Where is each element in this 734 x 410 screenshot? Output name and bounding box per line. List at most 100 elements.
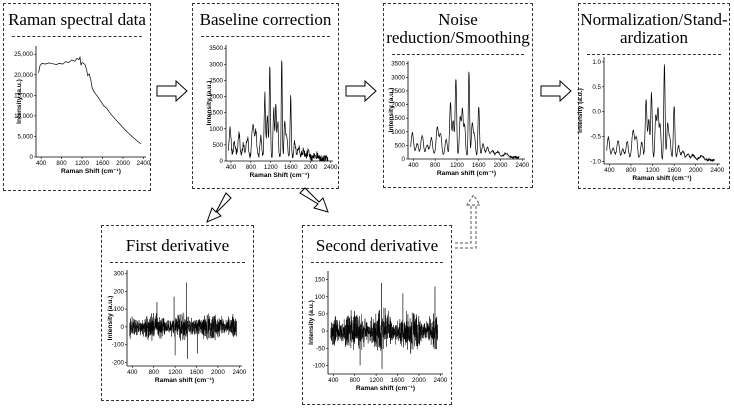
second-derivative-chart: 400 800 1200 1600 2000 2400 -100 -50 0 50 100 150 Ra… (308, 271, 448, 392)
first-derivative-chart: 400 800 1200 1600 2000 2400 -200 -100 0 100 200 300… (107, 270, 247, 384)
x-axis-label: Raman Shift (cm⁻¹) (61, 168, 121, 175)
title-divider (12, 36, 142, 37)
x-tick-label: 800 (246, 164, 257, 171)
y-tick-label: 1000 (209, 126, 223, 133)
x-tick-label: 2400 (433, 377, 447, 384)
title-divider (311, 262, 443, 263)
x-tick-label: 800 (149, 369, 160, 376)
y-tick-label: 100 (315, 294, 326, 301)
title-divider (201, 36, 330, 37)
panel-noise-reduction: Noise reduction/Smoothing 400 800 1200 1600… (383, 3, 533, 188)
y-tick-label: 300 (114, 271, 125, 278)
x-tick-label: 400 (604, 167, 615, 174)
y-tick-label: 100 (114, 306, 125, 313)
x-tick-label: 2000 (116, 160, 130, 167)
x-tick-label: 400 (127, 369, 138, 376)
panel-title-line1: Noise (438, 10, 478, 29)
panel-title-line1: Normalization/Stand- (580, 10, 728, 29)
arrow-right-icon (540, 79, 572, 103)
series-line (129, 282, 237, 359)
title-divider (110, 262, 245, 263)
arrow-down-right-icon (299, 187, 329, 213)
y-tick-label: 2500 (209, 77, 223, 84)
x-tick-label: 1200 (450, 162, 464, 169)
x-tick-label: 1600 (284, 164, 298, 171)
series-line (410, 71, 520, 160)
arrow-right-icon (345, 79, 377, 103)
y-axis-label: Intensity (a.u.) (206, 81, 213, 126)
x-tick-label: 2000 (494, 162, 508, 169)
y-tick-label: 2500 (391, 88, 405, 95)
x-tick-label: 400 (36, 160, 47, 167)
y-tick-label: 0.5 (592, 84, 601, 91)
y-tick-label: 20,000 (14, 72, 33, 79)
y-tick-label: 2000 (209, 94, 223, 101)
y-tick-label: 15,000 (14, 92, 33, 99)
x-tick-label: 1200 (646, 167, 660, 174)
y-tick-label: -100 (112, 342, 125, 349)
x-tick-label: 2400 (232, 369, 246, 376)
y-tick-label: 50 (318, 311, 325, 318)
panel-title: Second derivative (315, 236, 439, 255)
arrow-down-left-icon (206, 192, 232, 223)
x-tick-label: 2400 (324, 164, 338, 171)
panel-title-line2: reduction/Smoothing (386, 28, 530, 47)
raman-chart: 400 800 1200 1600 2000 2400 0 5,000 10,000 15,000… (14, 46, 151, 175)
x-tick-label: 1200 (264, 164, 278, 171)
y-tick-label: 0 (220, 158, 224, 165)
x-tick-label: 2400 (515, 162, 529, 169)
x-tick-label: 1600 (667, 167, 681, 174)
x-tick-label: 800 (350, 377, 361, 384)
x-tick-label: 2400 (710, 167, 724, 174)
y-tick-label: 0.0 (592, 109, 601, 116)
y-tick-label: 3500 (209, 45, 223, 52)
x-tick-label: 400 (226, 164, 237, 171)
x-tick-label: 400 (408, 162, 419, 169)
y-tick-label: 3500 (391, 61, 405, 68)
y-tick-label: -1.0 (590, 159, 601, 166)
y-tick-label: 1.0 (592, 59, 601, 66)
x-tick-label: 1600 (96, 160, 110, 167)
panel-second-derivative: Second derivative 400 800 1200 1600 2000 2400… (302, 225, 452, 405)
y-tick-label: 500 (213, 142, 224, 149)
title-divider (392, 54, 524, 55)
y-tick-label: 1500 (209, 110, 223, 117)
x-tick-label: 1200 (75, 160, 89, 167)
panel-baseline-correction: Baseline correction 400 800 1200 1600 2000 24… (192, 3, 339, 189)
y-tick-label: -0.5 (590, 134, 601, 141)
x-tick-label: 2000 (304, 164, 318, 171)
x-axis-label: Raman Shift (cm⁻¹) (250, 172, 310, 179)
series-line (330, 283, 438, 369)
arrow-up-icon (466, 194, 481, 206)
x-tick-label: 400 (328, 377, 339, 384)
x-tick-label: 800 (56, 160, 67, 167)
x-tick-label: 2000 (689, 167, 703, 174)
x-tick-label: 1200 (168, 369, 182, 376)
title-divider (587, 54, 721, 55)
x-axis-label: Raman shift (cm⁻¹) (356, 385, 415, 392)
y-tick-label: -50 (316, 345, 326, 352)
y-tick-label: 5,000 (18, 133, 34, 140)
y-tick-label: 500 (395, 142, 406, 149)
noise-chart: 400 800 1200 1600 2000 2400 0 500 1000 1500 2000 25… (388, 61, 530, 177)
panel-raman-spectral-data: Raman spectral data 400 800 1200 1600 2000 24… (3, 3, 151, 191)
y-tick-label: 200 (114, 288, 125, 295)
x-axis-label: Raman shift (cm⁻¹) (437, 170, 496, 177)
panel-title: First derivative (125, 236, 230, 255)
x-tick-label: 800 (430, 162, 441, 169)
x-axis-label: Raman shift (cm⁻¹) (632, 175, 691, 182)
y-tick-label: 0 (402, 156, 406, 163)
panel-title: Baseline correction (199, 10, 332, 29)
y-axis-label: Intensity (a.u.) (107, 296, 114, 341)
y-tick-label: 3000 (209, 61, 223, 68)
baseline-chart: 400 800 1200 1600 2000 2400 0 500 1000 1500 2000 25… (206, 45, 338, 179)
y-tick-label: 150 (315, 277, 326, 284)
panel-normalization: Normalization/Stand- ardization 400 800 12… (577, 3, 730, 189)
y-tick-label: 3000 (391, 74, 405, 81)
x-tick-label: 2000 (211, 369, 225, 376)
x-tick-label: 1200 (369, 377, 383, 384)
x-tick-label: 2400 (137, 160, 151, 167)
y-tick-label: 2000 (391, 102, 405, 109)
x-tick-label: 1600 (391, 377, 405, 384)
